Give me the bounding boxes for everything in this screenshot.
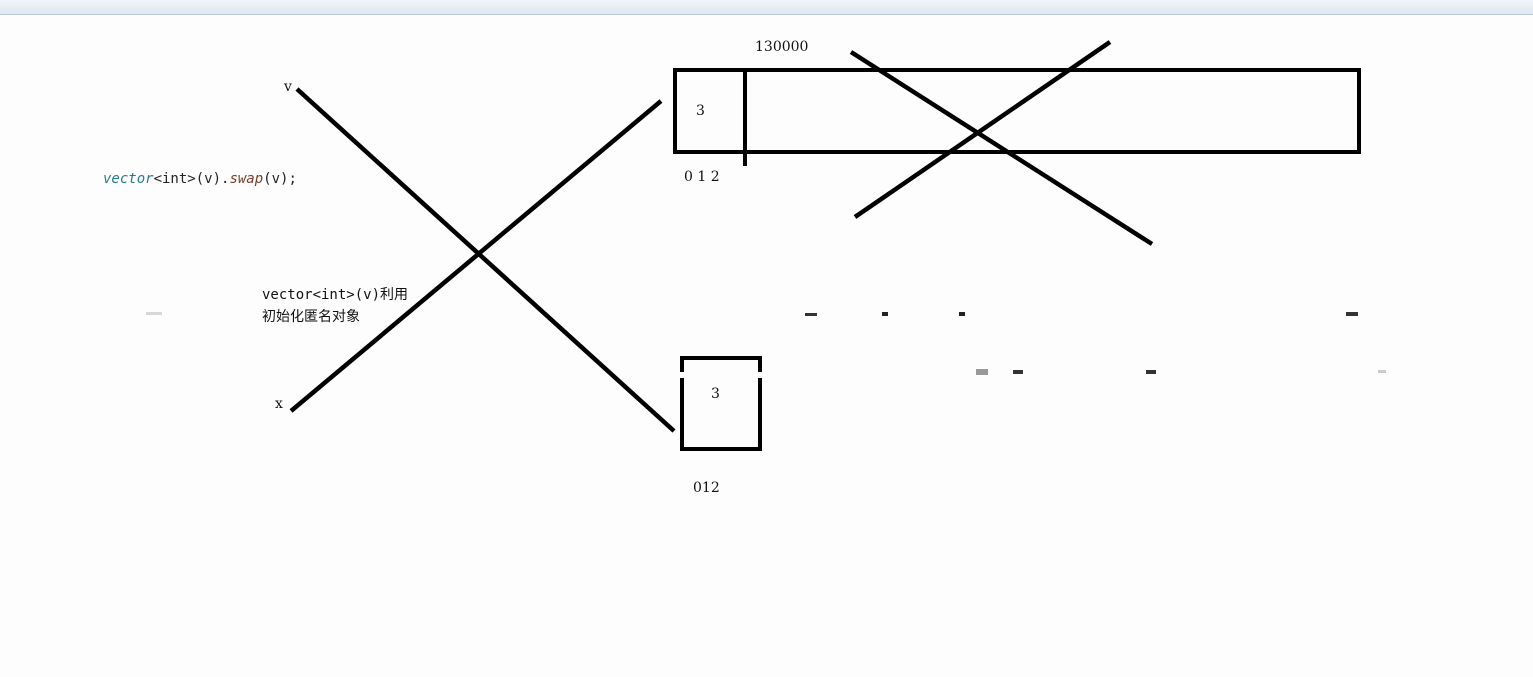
annotation-line-1: vector<int>(v)利用 xyxy=(262,287,409,303)
stray-mark xyxy=(1146,370,1156,374)
big-block-count: 130000 xyxy=(755,39,809,55)
big-vector-block xyxy=(673,68,1361,154)
cross-line-1 xyxy=(849,50,1154,246)
stray-mark xyxy=(1378,370,1386,373)
stray-mark xyxy=(882,312,888,316)
big-block-indices: 0 1 2 xyxy=(684,169,720,185)
stray-mark xyxy=(146,312,162,315)
small-block-cell-value: 3 xyxy=(711,386,720,402)
code-type-keyword: vector xyxy=(103,171,154,187)
pointer-line-x xyxy=(289,99,663,413)
label-v: v xyxy=(284,79,292,95)
pointer-line-v xyxy=(295,87,676,433)
stray-mark xyxy=(1346,312,1358,316)
window-top-bar xyxy=(0,0,1533,15)
annotation-note: vector<int>(v)利用 初始化匿名对象 xyxy=(262,284,408,328)
label-x: x xyxy=(275,396,283,412)
stray-mark xyxy=(976,369,988,375)
stray-mark xyxy=(805,313,817,316)
small-vector-block xyxy=(680,356,762,451)
cross-line-2 xyxy=(853,40,1112,219)
code-text-a: <int>(v). xyxy=(153,171,230,187)
code-method: swap xyxy=(229,171,264,187)
big-block-cell-value: 3 xyxy=(696,103,705,119)
annotation-line-2: 初始化匿名对象 xyxy=(262,309,360,325)
code-line: vector<int>(v).swap(v); xyxy=(103,171,297,187)
stray-mark xyxy=(959,312,965,316)
small-block-indices: 012 xyxy=(693,480,720,496)
code-text-b: (v); xyxy=(263,171,297,187)
stray-mark xyxy=(1013,370,1023,374)
